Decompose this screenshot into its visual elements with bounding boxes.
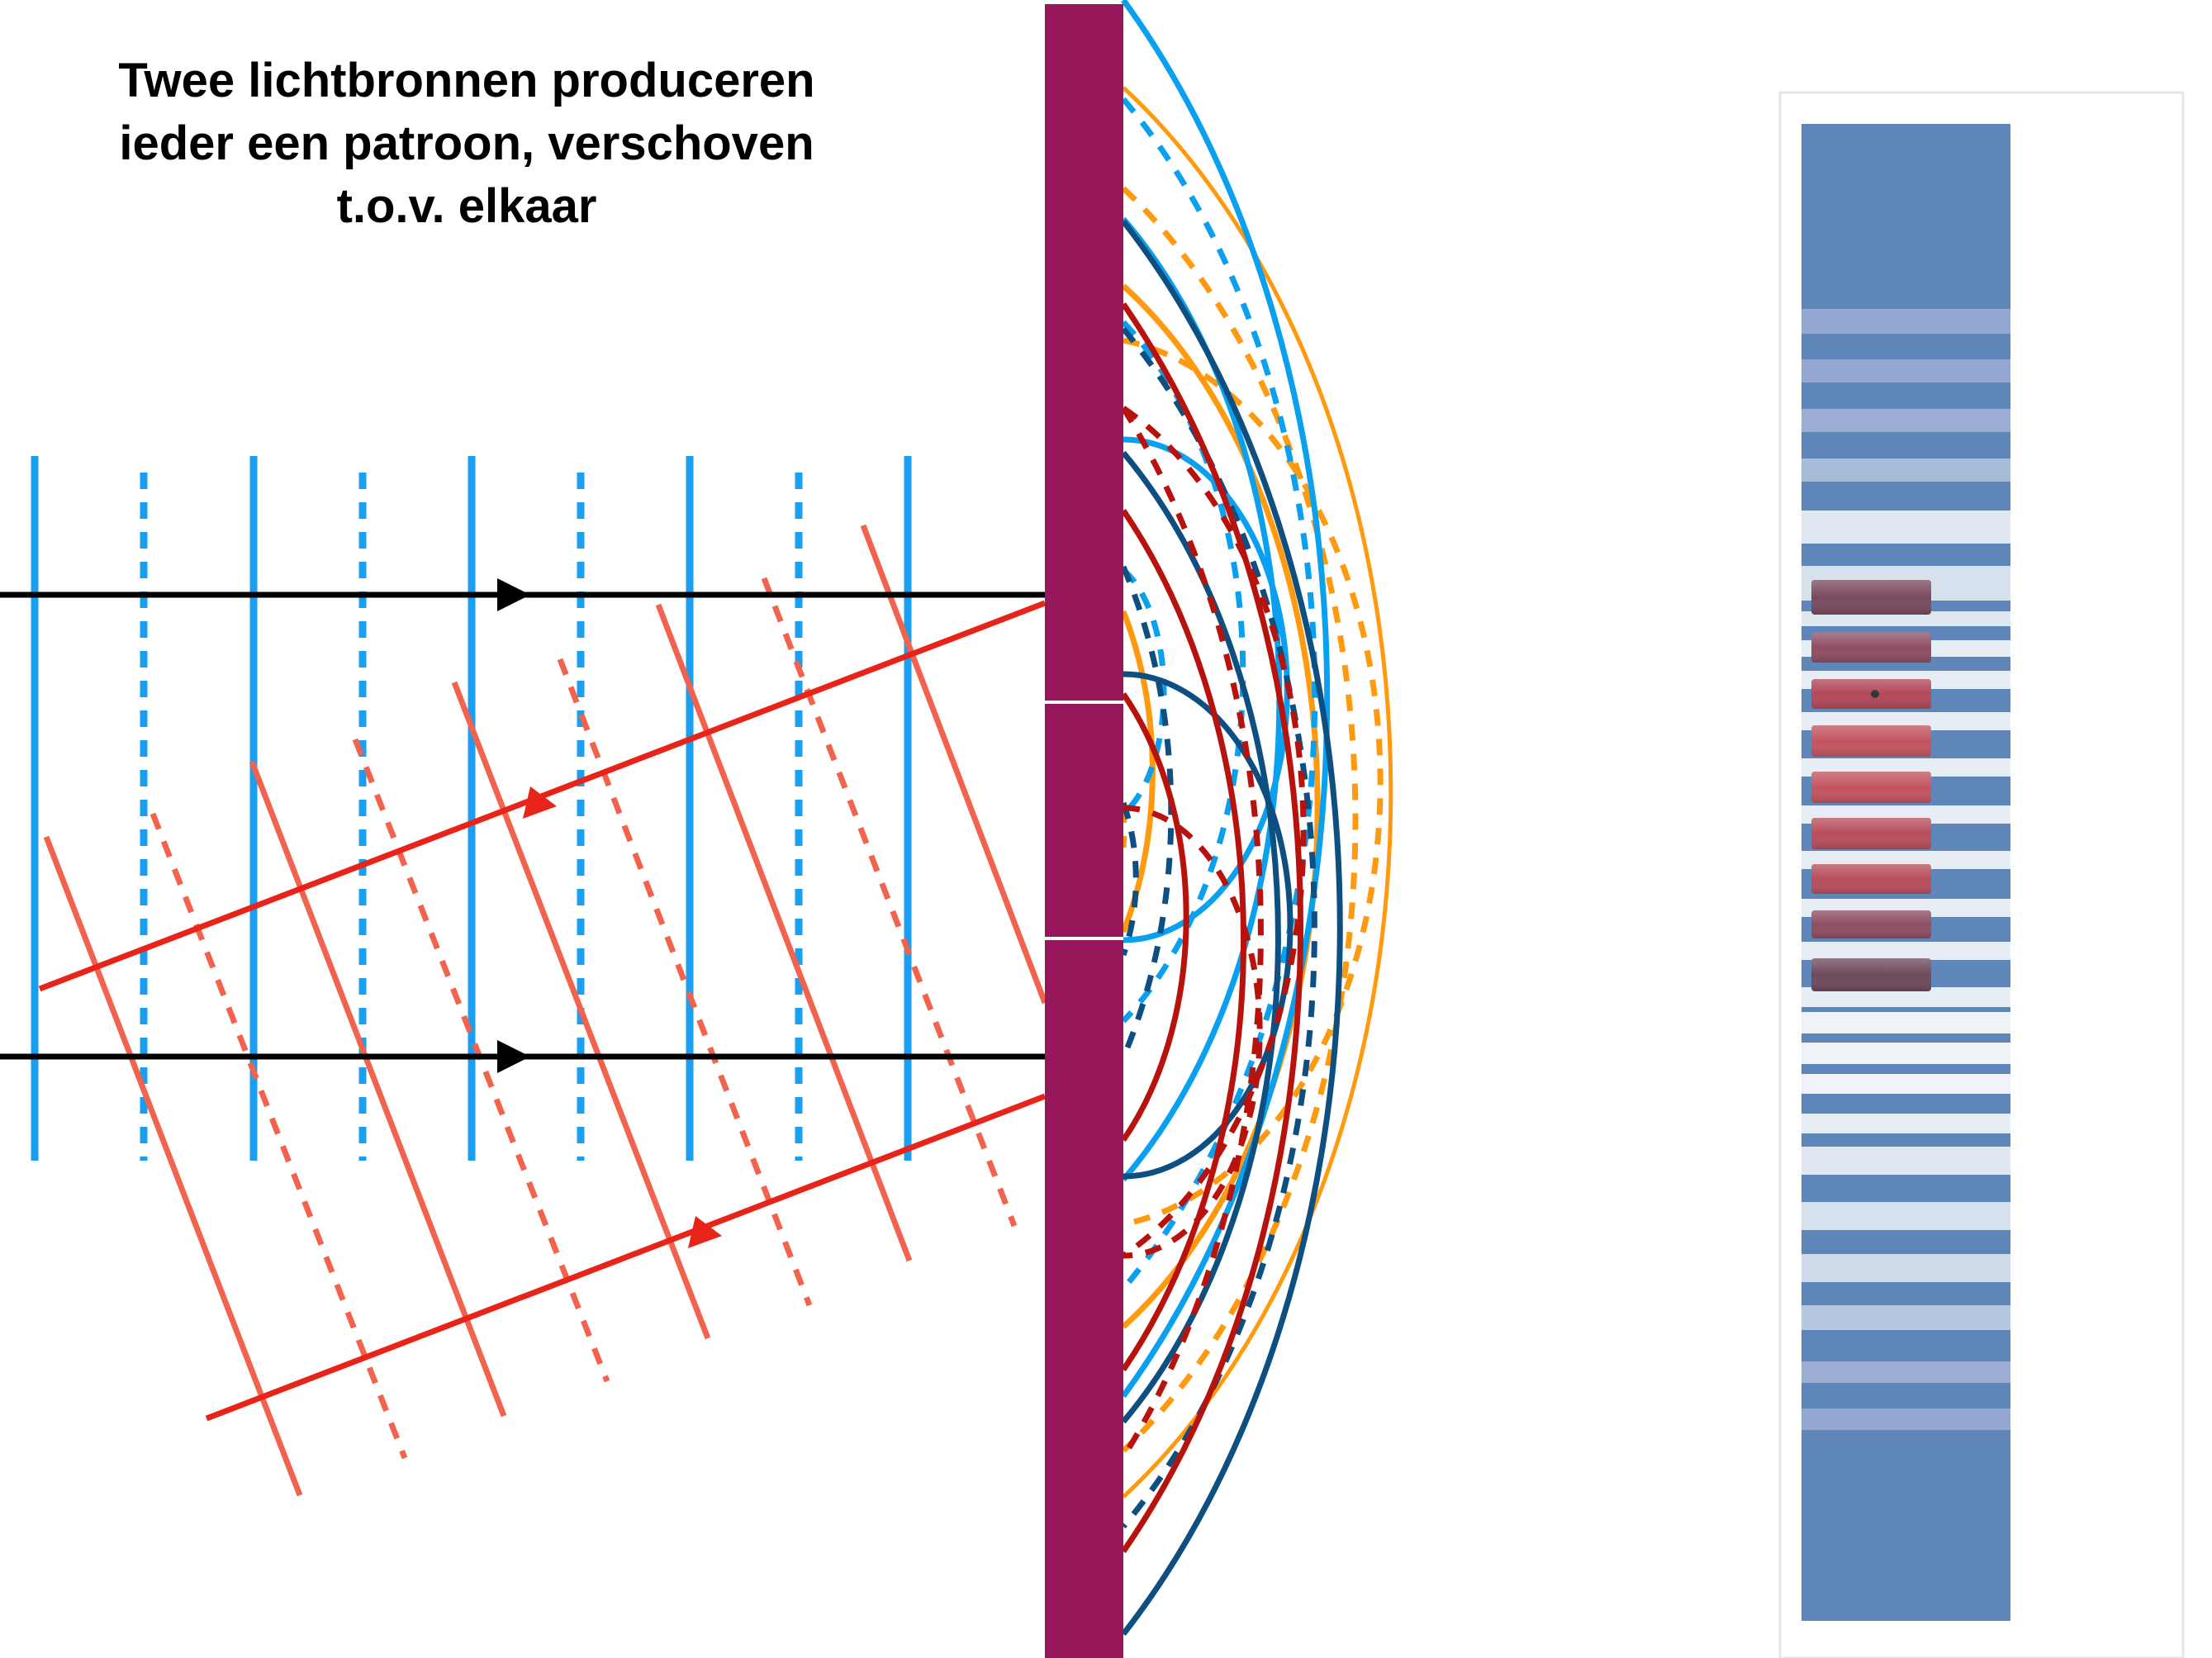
arrow-right-icon bbox=[497, 578, 530, 611]
page-title: Twee lichtbronnen produceren ieder een p… bbox=[33, 50, 900, 238]
diffraction-arcs bbox=[1120, 0, 1393, 1637]
straight-rays bbox=[0, 578, 1045, 1073]
red-bands bbox=[1811, 580, 1931, 991]
incoming-wavefronts-oblique bbox=[43, 524, 1048, 1497]
interference-screen bbox=[1778, 91, 2185, 1658]
title-line-1: Twee lichtbronnen produceren bbox=[118, 54, 815, 107]
title-line-3: t.o.v. elkaar bbox=[336, 179, 597, 233]
arrow-right-icon bbox=[497, 1040, 530, 1073]
arrow-up-right-icon bbox=[688, 1216, 722, 1248]
title-line-2: ieder een patroon, verschoven bbox=[119, 116, 814, 170]
bright-fringes bbox=[1801, 309, 2010, 1430]
arrow-up-right-icon bbox=[523, 786, 557, 819]
oblique-rays bbox=[38, 600, 1047, 1422]
slit-barrier bbox=[1045, 4, 1123, 1658]
